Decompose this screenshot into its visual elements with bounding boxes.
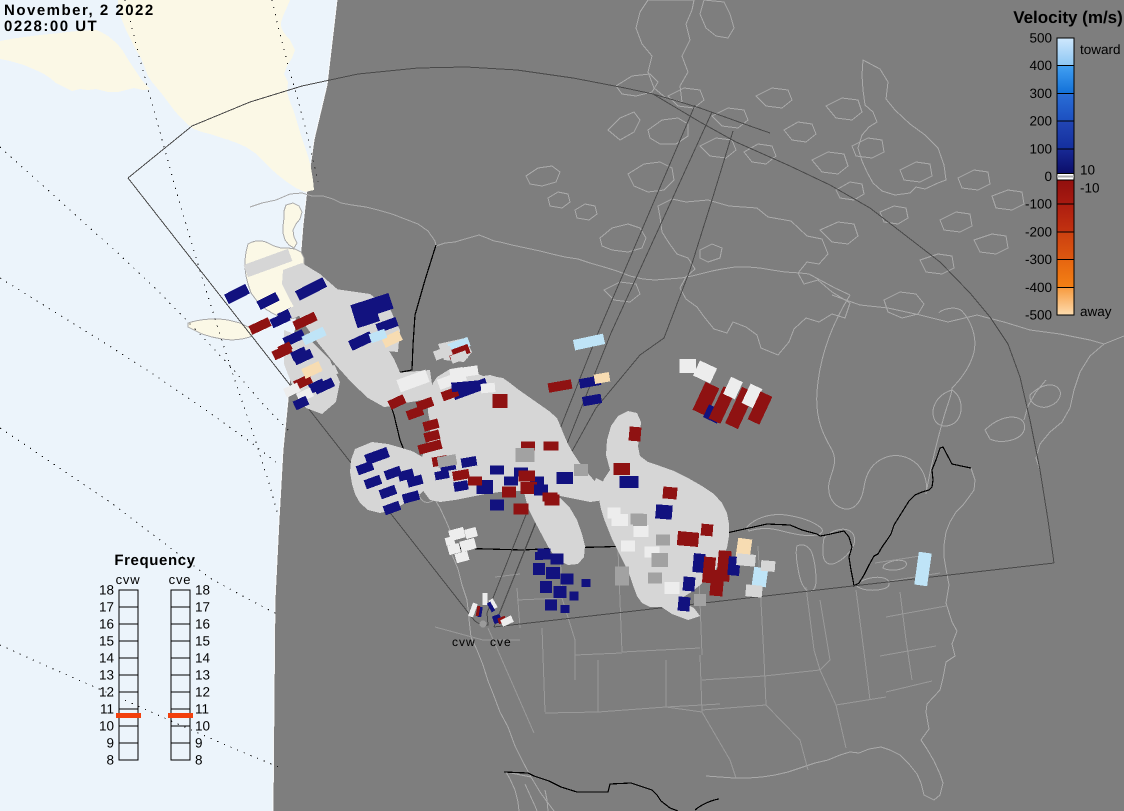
svg-text:100: 100: [1029, 141, 1052, 156]
svg-text:500: 500: [1029, 31, 1052, 46]
svg-text:17: 17: [99, 600, 114, 615]
svg-text:away: away: [1080, 304, 1112, 319]
svg-text:-10: -10: [1080, 181, 1100, 196]
svg-text:0: 0: [1044, 169, 1052, 184]
svg-text:Frequency: Frequency: [114, 552, 195, 569]
svg-text:18: 18: [195, 583, 210, 598]
svg-text:12: 12: [195, 685, 210, 700]
svg-text:15: 15: [99, 634, 114, 649]
svg-text:300: 300: [1029, 86, 1052, 101]
svg-text:12: 12: [99, 685, 114, 700]
svg-text:toward: toward: [1080, 42, 1121, 57]
svg-text:10: 10: [99, 719, 114, 734]
svg-text:cvw: cvw: [452, 635, 476, 649]
svg-text:-400: -400: [1025, 280, 1052, 295]
svg-text:cve: cve: [490, 635, 512, 649]
svg-text:16: 16: [195, 617, 210, 632]
svg-text:17: 17: [195, 600, 210, 615]
svg-text:10: 10: [1080, 163, 1095, 178]
svg-text:13: 13: [195, 668, 210, 683]
svg-text:-300: -300: [1025, 252, 1052, 267]
svg-text:9: 9: [195, 736, 203, 751]
svg-text:cve: cve: [169, 572, 192, 587]
svg-text:18: 18: [99, 583, 114, 598]
svg-text:200: 200: [1029, 114, 1052, 129]
svg-text:8: 8: [106, 753, 114, 768]
svg-text:11: 11: [100, 702, 114, 717]
svg-text:14: 14: [99, 651, 115, 666]
svg-text:-200: -200: [1025, 224, 1052, 239]
svg-text:11: 11: [195, 702, 209, 717]
svg-text:Velocity (m/s): Velocity (m/s): [1013, 8, 1123, 27]
svg-text:9: 9: [106, 736, 114, 751]
svg-text:-500: -500: [1025, 308, 1052, 323]
svg-text:-100: -100: [1025, 197, 1052, 212]
svg-text:cvw: cvw: [116, 572, 141, 587]
svg-text:15: 15: [195, 634, 210, 649]
svg-text:10: 10: [195, 719, 210, 734]
svg-text:14: 14: [195, 651, 211, 666]
svg-text:16: 16: [99, 617, 114, 632]
svg-text:8: 8: [195, 753, 203, 768]
svg-text:0228:00 UT: 0228:00 UT: [4, 18, 98, 35]
svg-text:13: 13: [99, 668, 114, 683]
svg-text:400: 400: [1029, 58, 1052, 73]
svg-text:November, 2 2022: November, 2 2022: [4, 2, 155, 19]
